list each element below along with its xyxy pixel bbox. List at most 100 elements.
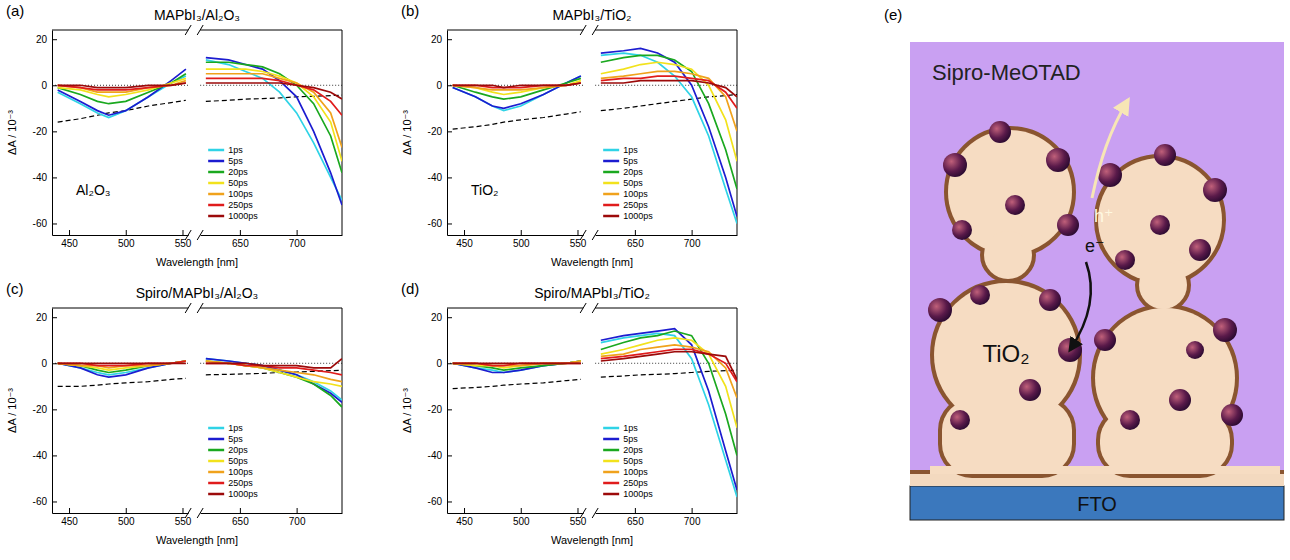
y-axis-title: ΔA / 10⁻³ [401, 110, 413, 155]
legend-item: 1ps [603, 423, 638, 433]
legend-item: 1ps [208, 423, 243, 433]
x-tick: 550 [175, 230, 192, 249]
x-tick-mark [240, 230, 241, 235]
plot-lines [453, 48, 737, 223]
spectrum-line [453, 331, 737, 455]
y-tick-label: -20 [33, 126, 48, 137]
frame-right [737, 308, 738, 513]
x-tick: 700 [289, 230, 306, 249]
y-tick: -20 [428, 404, 452, 415]
x-axis: 450500550 [53, 508, 192, 527]
x-tick-label: 550 [175, 238, 192, 249]
legend-item: 100ps [208, 189, 253, 199]
chart-title: Spiro/MAPbI₃/Al₂O₃ [136, 285, 259, 301]
y-tick: 0 [41, 358, 57, 369]
particle-outline [934, 130, 1235, 474]
hole-arrow [1092, 100, 1128, 198]
x-tick: 450 [456, 230, 473, 249]
legend-swatch [603, 427, 619, 430]
particle-edge [942, 400, 1072, 474]
y-axis: -60-40-20020 [33, 309, 57, 514]
y-tick-mark [447, 363, 452, 364]
legend-label: 100ps [623, 189, 648, 199]
frame-top [52, 30, 188, 31]
spectrum-line [58, 359, 342, 403]
y-tick: -20 [33, 126, 57, 137]
axis-line [52, 309, 53, 514]
perovskite-crystal [970, 285, 990, 305]
y-tick-mark [447, 223, 452, 224]
legend: 1ps5ps20ps50ps100ps250ps1000ps [603, 423, 653, 499]
hole-label: h⁺ [1094, 206, 1114, 226]
electron-arrow [1070, 262, 1091, 350]
x-tick-mark [126, 508, 127, 513]
htm-layer [910, 42, 1284, 520]
legend-label: 1000ps [623, 211, 653, 221]
y-tick-label: -40 [428, 172, 443, 183]
x-tick-mark [182, 508, 183, 513]
y-tick-mark [447, 131, 452, 132]
legend-item: 1000ps [603, 211, 653, 221]
x-tick-label: 700 [684, 516, 701, 527]
legend-swatch [208, 493, 224, 496]
x-axis: 450500550 [448, 230, 587, 249]
x-tick: 700 [289, 508, 306, 527]
x-tick: 650 [232, 230, 249, 249]
legend-item: 20ps [208, 167, 248, 177]
spectrum-line [453, 352, 737, 380]
perovskite-crystal [1213, 318, 1237, 342]
axis-break [580, 230, 586, 240]
figure: (a)MAPbI₃/Al₂O₃450500550650700-60-40-200… [0, 0, 1290, 560]
y-tick-mark [447, 409, 452, 410]
y-tick: 20 [431, 312, 452, 323]
y-tick-label: -20 [33, 404, 48, 415]
y-tick-mark [447, 85, 452, 86]
axis-break [592, 508, 598, 518]
x-tick: 650 [627, 508, 644, 527]
y-tick: -40 [428, 450, 452, 461]
legend-item: 100ps [603, 467, 648, 477]
panel: (d)Spiro/MAPbI₃/TiO₂450500550650700-60-4… [401, 280, 738, 546]
htm-label: Sipro-MeOTAD [932, 60, 1081, 85]
axis-line [52, 31, 53, 236]
y-tick-label: -60 [428, 218, 443, 229]
x-tick: 450 [61, 508, 78, 527]
spectrum-line [453, 53, 737, 223]
x-tick-mark [521, 508, 522, 513]
perovskite-crystal [1005, 195, 1025, 215]
perovskite-crystal [1120, 410, 1140, 430]
legend-item: 1ps [208, 145, 243, 155]
x-tick: 500 [513, 230, 530, 249]
axis-line [596, 235, 738, 236]
y-tick-mark [52, 501, 57, 502]
plot-lines [58, 58, 342, 205]
y-tick-mark [52, 409, 57, 410]
perovskite-crystal [1046, 148, 1070, 172]
y-tick: -20 [428, 126, 452, 137]
legend-label: 5ps [228, 434, 243, 444]
legend-label: 20ps [228, 445, 248, 455]
y-tick: -60 [33, 496, 57, 507]
y-tick-label: -40 [33, 172, 48, 183]
y-axis-title: ΔA / 10⁻³ [6, 110, 18, 155]
spectrum-line [453, 48, 737, 216]
panel-label: (a) [6, 2, 24, 19]
x-tick-label: 650 [232, 238, 249, 249]
x-axis-title: Wavelength [nm] [156, 534, 238, 546]
legend-item: 5ps [208, 156, 243, 166]
frame-top [595, 308, 737, 309]
x-tick-label: 650 [232, 516, 249, 527]
panel: (b)MAPbI₃/TiO₂450500550650700-60-40-2002… [401, 2, 738, 268]
spectrum-line [58, 361, 342, 386]
legend-label: 5ps [228, 156, 243, 166]
axis-break [185, 25, 191, 35]
legend-label: 1000ps [623, 489, 653, 499]
x-tick: 450 [456, 508, 473, 527]
legend-item: 250ps [603, 478, 648, 488]
y-tick-label: 20 [431, 34, 443, 45]
legend-item: 50ps [208, 456, 248, 466]
x-tick-mark [69, 230, 70, 235]
axis-break [592, 25, 598, 35]
particle-fill [934, 130, 1235, 474]
legend-item: 250ps [603, 200, 648, 210]
